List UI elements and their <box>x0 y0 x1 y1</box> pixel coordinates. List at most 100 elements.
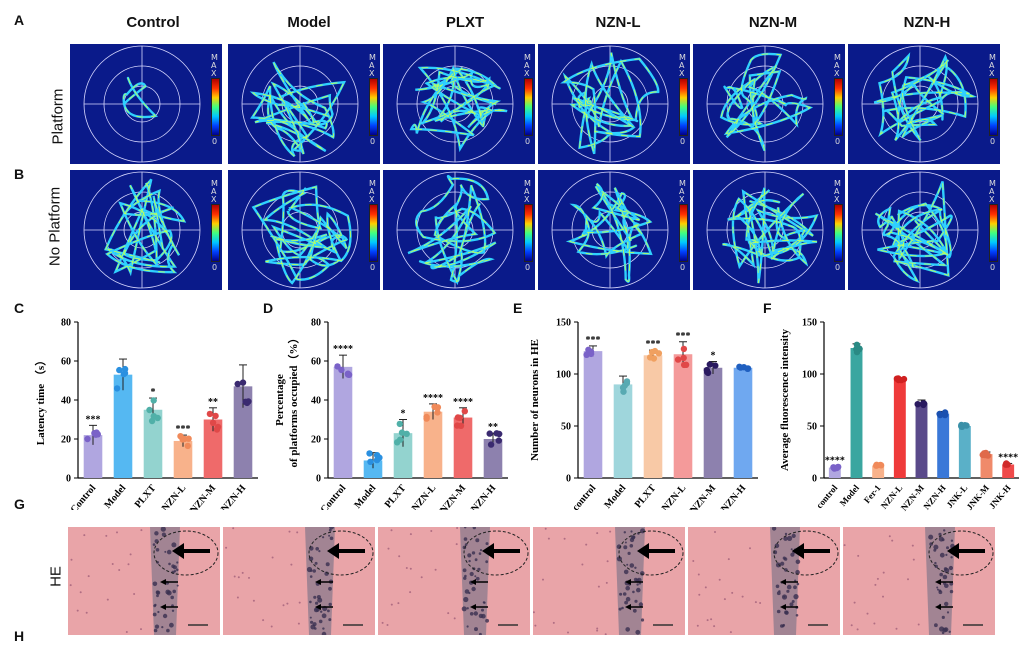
y-tick-label: 80 <box>311 318 321 329</box>
category-label: Control <box>69 483 99 510</box>
panel-label-b: B <box>14 166 25 182</box>
data-point <box>461 408 468 415</box>
y-tick-label: 150 <box>556 318 571 329</box>
category-label: NZN-H <box>921 483 947 512</box>
colorbar <box>834 78 843 136</box>
colorbar <box>211 204 220 262</box>
category-label: JNK-H <box>987 483 1013 511</box>
track-panel-platform-3: MAX 0 <box>383 44 535 164</box>
column-header-nzn-l: NZN-L <box>595 14 641 31</box>
track-svg <box>706 45 824 163</box>
data-point <box>487 441 495 448</box>
data-point <box>396 420 403 428</box>
category-label: Model <box>102 483 128 510</box>
he-image-1 <box>68 527 220 635</box>
category-label: Control <box>319 483 349 510</box>
colorbar-max-label: MAX <box>369 179 376 204</box>
chart-d: 0 20 40 60 80 Percentage of platforms occupied… <box>272 310 512 516</box>
significance-label: *** <box>676 331 691 342</box>
category-label: NZN-H <box>219 483 248 510</box>
track-panel-no_platform-6: MAX 0 <box>848 170 1000 290</box>
column-header-model: Model <box>287 14 331 31</box>
significance-label: * <box>151 387 156 398</box>
data-point <box>239 379 247 386</box>
colorbar-max-label: MAX <box>211 53 218 78</box>
data-point <box>623 378 631 385</box>
data-point <box>495 437 502 444</box>
track-svg <box>83 45 201 163</box>
he-image-4 <box>533 527 685 635</box>
colorbar <box>989 204 998 262</box>
data-point <box>457 422 465 429</box>
he-image-5 <box>688 527 840 635</box>
colorbar <box>211 78 220 136</box>
bar-Model <box>850 348 863 478</box>
category-label: NZN-M <box>899 482 927 512</box>
he-tissue-svg <box>225 527 374 635</box>
y-tick-label: 150 <box>802 318 817 329</box>
bar-control <box>583 351 603 478</box>
data-point <box>93 429 100 436</box>
he-tissue-svg <box>533 527 684 635</box>
bar-NZN-M <box>915 403 928 478</box>
significance-label: * <box>711 351 716 362</box>
data-point <box>345 371 353 378</box>
bar-NZN-M <box>703 367 723 478</box>
data-point <box>334 363 341 370</box>
row-label-platform: Platform <box>49 88 67 145</box>
data-point <box>423 415 430 422</box>
significance-label: *** <box>646 339 661 350</box>
y-tick-label: 0 <box>316 474 321 485</box>
bar-Control <box>333 366 353 478</box>
bar-Model <box>363 460 383 478</box>
data-point <box>120 370 128 378</box>
y-tick-label: 0 <box>66 474 71 485</box>
significance-label: **** <box>423 393 443 404</box>
y-tick-label: 60 <box>311 357 321 368</box>
panel-label-e: E <box>513 300 523 316</box>
significance-label: ** <box>208 397 218 408</box>
data-point <box>712 362 719 369</box>
chart-f-svg: 0 50 100 150 Average fluorescence intensity *… <box>779 318 1019 513</box>
colorbar <box>834 204 843 262</box>
chart-e: 0 50 100 150 Number of neurons in HE *** contr… <box>522 310 762 516</box>
bar-NZN-L <box>173 440 193 478</box>
bar-NZN-L <box>423 411 443 478</box>
data-point <box>674 356 682 363</box>
panel-label-g: G <box>14 496 25 512</box>
data-point <box>146 406 153 414</box>
y-tick-label: 100 <box>802 370 817 381</box>
data-point <box>680 354 687 362</box>
category-label: control <box>814 482 840 510</box>
track-svg <box>861 171 979 289</box>
colorbar-min-label: 0 <box>370 137 376 146</box>
track-svg <box>706 171 824 289</box>
colorbar-min-label: 0 <box>370 263 376 272</box>
panel-label-c: C <box>14 300 25 316</box>
category-label: control <box>570 483 598 510</box>
data-point <box>84 435 91 443</box>
colorbar-min-label: 0 <box>835 137 841 146</box>
data-point <box>403 430 410 437</box>
colorbar-min-label: 0 <box>525 137 531 146</box>
track-panel-no_platform-4: MAX 0 <box>538 170 690 290</box>
data-point <box>900 375 908 383</box>
track-panel-platform-6: MAX 0 <box>848 44 1000 164</box>
significance-label: *** <box>86 414 101 425</box>
colorbar-max-label: MAX <box>369 53 376 78</box>
bar-NZN-H <box>483 439 503 478</box>
data-point <box>853 341 861 348</box>
colorbar-max-label: MAX <box>211 179 218 204</box>
chart-c: 0 20 40 60 80 Latency time （s） *** Control Model… <box>30 310 265 516</box>
data-point <box>184 442 191 450</box>
data-point <box>650 355 658 362</box>
data-point <box>958 421 965 429</box>
category-label: NZN-H <box>469 483 498 510</box>
y-tick-label: 50 <box>561 422 571 433</box>
data-point <box>206 410 214 418</box>
colorbar <box>524 204 533 262</box>
colorbar <box>679 78 688 136</box>
colorbar <box>679 204 688 262</box>
data-point <box>397 436 404 443</box>
